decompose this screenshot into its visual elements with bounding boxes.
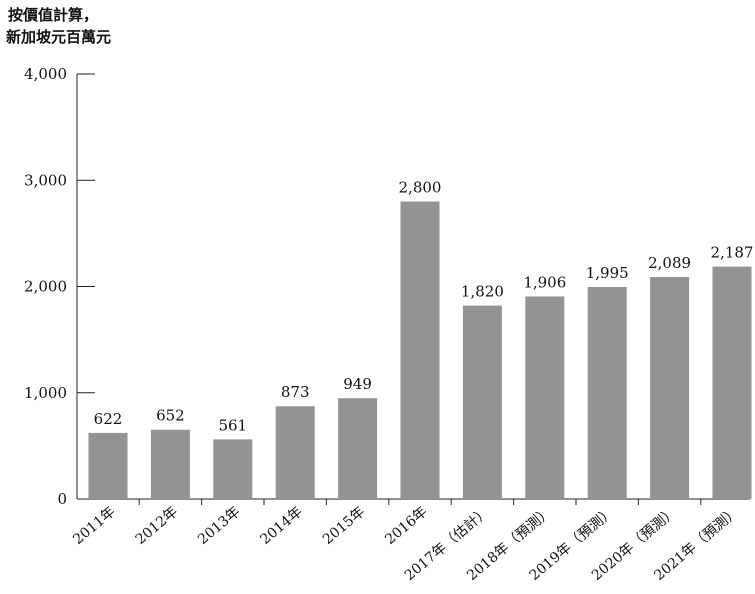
data-label: 2,187 bbox=[711, 244, 754, 262]
y-axis-label: 按價值計算， 新加坡元百萬元 bbox=[6, 4, 111, 48]
data-label: 949 bbox=[343, 375, 372, 393]
data-label: 873 bbox=[281, 383, 310, 401]
y-tick-label: 1,000 bbox=[24, 384, 67, 402]
bar bbox=[275, 406, 315, 499]
x-tick-label: 2013年 bbox=[195, 504, 243, 548]
bar bbox=[712, 266, 752, 499]
x-tick-label: 2012年 bbox=[133, 504, 181, 548]
x-tick-label: 2016年 bbox=[382, 504, 430, 548]
bar bbox=[88, 432, 128, 499]
y-tick-label: 0 bbox=[57, 490, 67, 508]
bar bbox=[462, 305, 502, 499]
data-label: 1,906 bbox=[523, 273, 566, 291]
bar bbox=[525, 296, 565, 499]
data-label: 622 bbox=[94, 410, 123, 428]
x-tick-label: 2015年 bbox=[320, 504, 368, 548]
data-label: 1,820 bbox=[461, 283, 504, 301]
y-tick-label: 2,000 bbox=[24, 278, 67, 296]
data-label: 561 bbox=[218, 416, 247, 434]
y-tick-label: 3,000 bbox=[24, 171, 67, 189]
x-tick-label: 2011年 bbox=[70, 504, 118, 548]
data-label: 652 bbox=[156, 407, 185, 425]
bar bbox=[400, 201, 440, 499]
bar bbox=[650, 277, 690, 499]
data-label: 2,089 bbox=[648, 254, 691, 272]
y-tick-label: 4,000 bbox=[24, 65, 67, 83]
bar bbox=[213, 439, 253, 499]
bar bbox=[150, 429, 190, 499]
bar bbox=[587, 287, 627, 499]
y-axis-label-line-2: 新加坡元百萬元 bbox=[6, 28, 112, 46]
data-label: 2,800 bbox=[399, 179, 442, 197]
bar bbox=[338, 398, 378, 499]
data-label: 1,995 bbox=[586, 264, 629, 282]
x-tick-label: 2014年 bbox=[257, 504, 305, 548]
y-axis-label-line-1: 按價值計算， bbox=[8, 6, 99, 24]
